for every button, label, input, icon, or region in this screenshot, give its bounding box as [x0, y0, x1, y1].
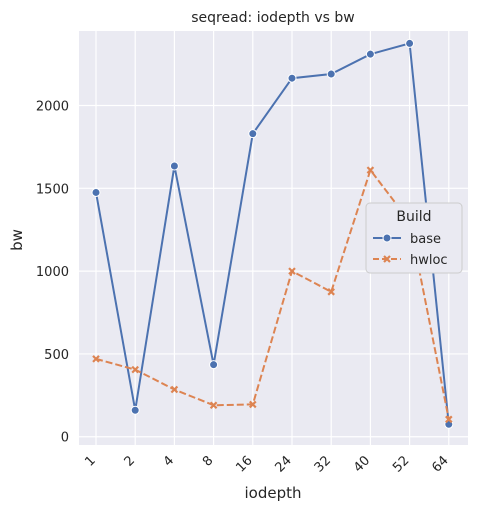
- x-tick-labels: 1 2 4 8 16 24 32 40 52 64: [82, 453, 451, 475]
- series-line-base: [95, 42, 450, 425]
- data-point: [249, 400, 257, 409]
- y-axis-label: bw: [8, 229, 26, 251]
- data-point: [287, 73, 297, 83]
- legend-entry-base: base: [373, 232, 441, 247]
- legend-box: [365, 202, 463, 274]
- data-point: [92, 355, 100, 363]
- series-hwloc: [92, 166, 453, 424]
- data-point: [170, 385, 179, 394]
- series-layer: [91, 38, 454, 429]
- legend-label: base: [410, 232, 441, 247]
- data-point: [209, 360, 219, 370]
- data-point: [326, 69, 336, 79]
- data-point: [288, 267, 296, 275]
- data-point: [248, 129, 258, 139]
- legend-label: hwloc: [410, 253, 448, 268]
- y-tick-label: 0: [61, 431, 69, 446]
- x-tick-label: 8: [200, 453, 216, 469]
- y-tick-label: 1500: [36, 182, 69, 197]
- data-point: [130, 405, 140, 415]
- data-point: [327, 288, 335, 296]
- x-tick-label: 40: [351, 453, 373, 475]
- data-point: [366, 166, 375, 174]
- y-tick-label: 1000: [36, 265, 69, 280]
- data-point: [445, 415, 453, 424]
- x-tick-label: 32: [312, 453, 334, 475]
- x-axis-label: iodepth: [244, 484, 301, 502]
- x-tick-label: 4: [161, 453, 177, 469]
- y-tick-label: 2000: [36, 100, 69, 115]
- data-point: [91, 187, 101, 197]
- legend-marker: [383, 255, 391, 263]
- x-tick-label: 16: [233, 453, 255, 475]
- y-tick-label: 500: [44, 348, 69, 363]
- x-tick-label: 2: [122, 453, 138, 469]
- x-tick-label: 24: [273, 453, 295, 475]
- series-line-hwloc: [95, 167, 450, 420]
- y-tick-labels: 0 500 1000 1500 2000: [36, 100, 69, 446]
- legend-marker: [382, 233, 392, 243]
- x-tick-label: 1: [82, 453, 98, 469]
- data-point: [405, 38, 415, 48]
- chart-title: seqread: iodepth vs bw: [191, 10, 355, 26]
- legend-entry-hwloc: hwloc: [373, 253, 448, 268]
- x-tick-label: 64: [429, 453, 451, 475]
- data-point: [131, 365, 139, 374]
- legend-title: Build: [396, 209, 431, 225]
- data-point: [169, 161, 179, 171]
- data-point: [209, 401, 218, 410]
- data-point: [365, 49, 375, 59]
- x-tick-label: 52: [390, 453, 412, 475]
- legend: Build base hwloc: [365, 202, 463, 274]
